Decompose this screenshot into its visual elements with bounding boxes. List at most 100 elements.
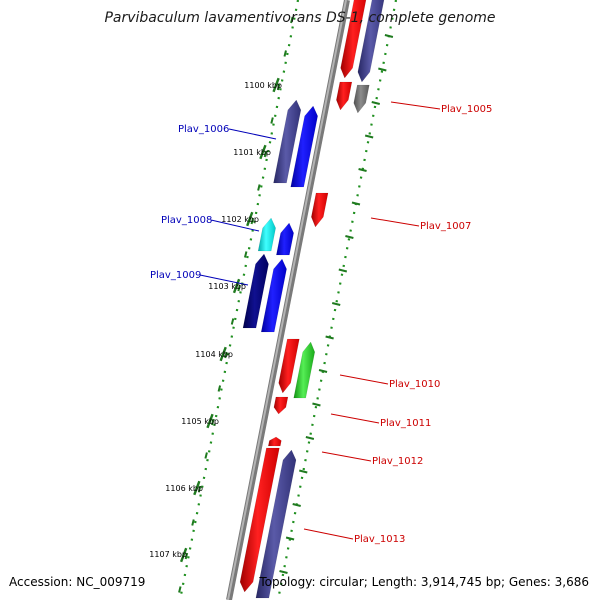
outer-tick — [292, 503, 301, 507]
kbp-tick — [232, 278, 241, 294]
minor-tick — [257, 184, 261, 191]
outer-tick — [384, 34, 394, 38]
gene-plav-1012 — [267, 436, 282, 447]
minor-tick — [243, 251, 248, 258]
minor-tick — [263, 150, 268, 158]
outer-tick — [331, 302, 341, 306]
kbp-label: 1101 kbp — [233, 148, 271, 157]
outer-tick — [285, 536, 295, 541]
minor-tick — [204, 452, 208, 459]
minor-tick — [184, 552, 189, 560]
outer-tick — [279, 570, 288, 574]
gene-plav-1008 — [276, 222, 294, 256]
gene-plav-1011 — [273, 396, 289, 415]
gene-plav-1007 — [311, 192, 329, 228]
map-title: Parvibaculum lavamentivorans DS-1, compl… — [104, 10, 495, 26]
kbp-label: 1103 kbp — [208, 282, 246, 291]
minor-tick — [224, 351, 228, 359]
minor-tick — [290, 16, 294, 24]
outer-tick — [364, 134, 374, 139]
gene-red — [340, 0, 367, 79]
footer: Accession: NC_009719 Topology: circular;… — [9, 575, 589, 589]
gene-plav-1006-a — [273, 99, 302, 184]
kbp-label: 1106 kbp — [165, 484, 203, 493]
outer-tick — [338, 268, 348, 273]
gene-plav-1006 — [290, 105, 318, 188]
gene-label-plav-1008[interactable]: Plav_1008 — [161, 215, 212, 226]
gene-features — [239, 0, 385, 599]
outer-tick — [312, 402, 321, 407]
gene-plav-1013 — [255, 449, 297, 599]
kbp-tick — [193, 480, 201, 496]
minor-tick — [217, 385, 222, 392]
gene-plav-1009-a — [242, 253, 269, 329]
gene-plav-1010 — [293, 341, 316, 399]
leader-plav-1005 — [390, 101, 441, 110]
kbp-tick — [246, 211, 254, 227]
gene-label-plav-1009[interactable]: Plav_1009 — [150, 270, 201, 281]
gene-label-plav-1005[interactable]: Plav_1005 — [441, 104, 492, 115]
minor-tick — [191, 519, 195, 526]
outer-tick — [345, 235, 354, 239]
gene-labels: Plav_1006 Plav_1008 Plav_1009 Plav_1005 … — [150, 104, 492, 545]
kbp-tick — [179, 547, 188, 563]
leader-plav-1006 — [228, 128, 277, 140]
kbp-tick — [219, 346, 227, 362]
kbp-label: 1105 kbp — [181, 417, 219, 426]
gene-purple — [357, 0, 385, 83]
kbp-labels: 1100 kbp 1101 kbp 1102 kbp 1103 kbp 1104… — [149, 81, 282, 559]
topology-summary: Topology: circular; Length: 3,914,745 bp… — [258, 575, 589, 589]
minor-tick — [283, 50, 287, 57]
outer-tick — [318, 369, 328, 373]
gene-plav-1010-a — [278, 338, 300, 394]
kbp-tick — [259, 144, 267, 160]
gene-label-plav-1013[interactable]: Plav_1013 — [354, 534, 405, 545]
minor-tick — [276, 83, 281, 91]
gene-label-plav-1010[interactable]: Plav_1010 — [389, 379, 440, 390]
outer-tick — [305, 436, 315, 440]
outer-tick — [371, 101, 380, 105]
outer-tick-marks — [279, 34, 394, 574]
gene-plav-1013-a — [239, 447, 280, 593]
genome-backbone — [226, 0, 350, 600]
leader-plav-1013 — [303, 528, 354, 540]
kbp-tick-marks — [178, 16, 294, 593]
outer-tick — [299, 469, 308, 474]
leader-plav-1010 — [339, 374, 389, 385]
kbp-label: 1104 kbp — [195, 350, 233, 359]
kbp-tick — [272, 77, 280, 93]
gene-plav-1005 — [336, 81, 353, 111]
gene-plav-1008-a — [257, 217, 276, 252]
minor-tick — [178, 586, 182, 593]
kbp-label: 1102 kbp — [221, 215, 259, 224]
gene-plav-1009 — [260, 258, 287, 333]
minor-tick — [237, 284, 241, 292]
gene-label-plav-1006[interactable]: Plav_1006 — [178, 124, 229, 135]
gene-label-plav-1007[interactable]: Plav_1007 — [420, 221, 471, 232]
accession-text: Accession: NC_009719 — [9, 575, 145, 589]
minor-tick — [197, 485, 202, 493]
outer-tick — [378, 67, 387, 72]
leader-plav-1012 — [321, 451, 372, 462]
kbp-label: 1100 kbp — [244, 81, 282, 90]
outer-tick — [325, 335, 334, 340]
minor-tick — [230, 318, 235, 325]
minor-tick — [270, 117, 274, 124]
label-leader-lines — [199, 101, 441, 540]
leader-plav-1009 — [199, 274, 249, 286]
gene-label-plav-1012[interactable]: Plav_1012 — [372, 456, 423, 467]
kbp-tick — [206, 413, 214, 429]
outer-dotted-ring — [276, 0, 398, 600]
minor-tick — [211, 418, 215, 426]
kbp-label: 1107 kbp — [149, 550, 187, 559]
outer-tick — [351, 201, 361, 206]
leader-plav-1007 — [370, 217, 420, 227]
outer-tick — [358, 168, 367, 172]
leader-plav-1008 — [210, 219, 260, 232]
leader-plav-1011 — [330, 413, 380, 424]
gene-grey — [353, 84, 370, 114]
minor-tick — [250, 217, 255, 225]
gene-label-plav-1011[interactable]: Plav_1011 — [380, 418, 431, 429]
